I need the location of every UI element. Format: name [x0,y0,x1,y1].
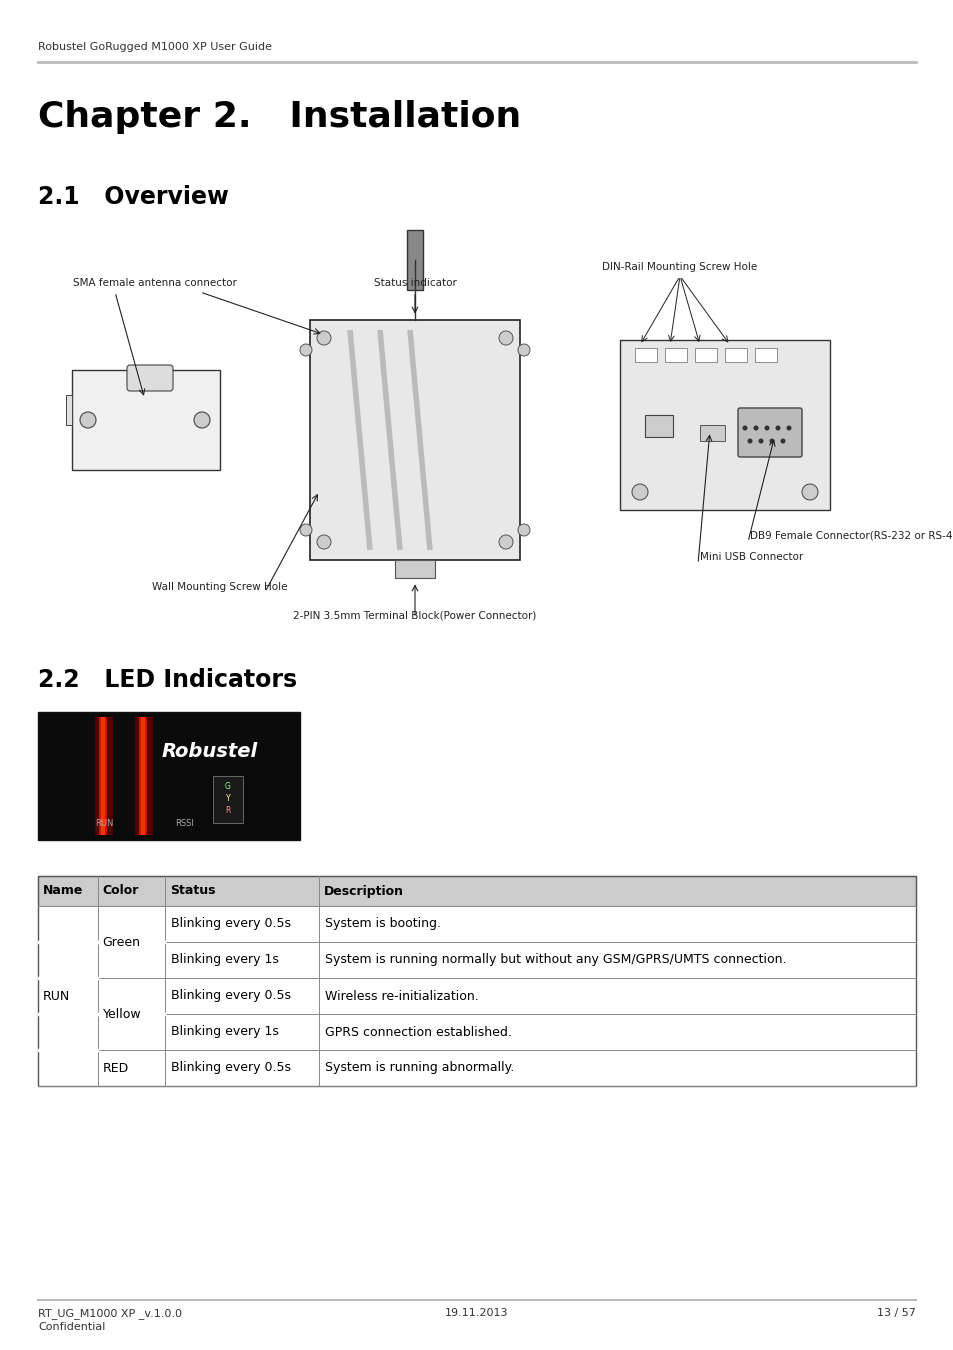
Bar [38,711,299,840]
Text: RSSI: RSSI [175,819,194,828]
Circle shape [775,425,780,431]
Bar [38,1050,915,1085]
Text: Yellow: Yellow [103,1007,141,1021]
Text: DIN-Rail Mounting Screw Hole: DIN-Rail Mounting Screw Hole [601,262,757,271]
Text: System is booting.: System is booting. [325,918,440,930]
Bar [619,340,829,510]
Text: Blinking every 0.5s: Blinking every 0.5s [172,1061,291,1075]
Text: Chapter 2.   Installation: Chapter 2. Installation [38,100,520,134]
Text: Blinking every 1s: Blinking every 1s [172,953,279,967]
Bar [141,717,145,836]
FancyBboxPatch shape [213,776,243,823]
FancyBboxPatch shape [127,364,172,391]
Text: System is running abnormally.: System is running abnormally. [325,1061,514,1075]
Bar [664,348,686,362]
Circle shape [316,331,331,346]
Bar [38,942,915,977]
Circle shape [763,425,769,431]
Bar [101,717,105,836]
Text: 2.2   LED Indicators: 2.2 LED Indicators [38,668,296,693]
Bar [754,348,776,362]
Text: Status indicator: Status indicator [374,278,456,288]
Bar [38,977,915,1014]
FancyBboxPatch shape [738,408,801,458]
Circle shape [758,439,762,444]
Text: Status: Status [171,884,215,898]
Text: Blinking every 1s: Blinking every 1s [172,1026,279,1038]
Circle shape [517,344,530,356]
Bar [71,370,220,470]
Bar [38,906,915,942]
Text: Mini USB Connector: Mini USB Connector [700,552,802,562]
Circle shape [780,439,784,444]
Text: Wall Mounting Screw Hole: Wall Mounting Screw Hole [152,582,288,593]
Circle shape [299,344,312,356]
Bar [695,348,717,362]
Circle shape [631,485,647,500]
Text: System is running normally but without any GSM/GPRS/UMTS connection.: System is running normally but without a… [325,953,785,967]
Text: GPRS connection established.: GPRS connection established. [325,1026,512,1038]
Circle shape [753,425,758,431]
Bar [407,230,422,290]
Text: RT_UG_M1000 XP _v.1.0.0: RT_UG_M1000 XP _v.1.0.0 [38,1308,182,1319]
Bar [66,396,71,425]
Text: Description: Description [324,884,403,898]
Bar [38,876,915,1085]
Text: DB9 Female Connector(RS-232 or RS-485): DB9 Female Connector(RS-232 or RS-485) [749,531,953,540]
Circle shape [80,412,96,428]
Text: Y: Y [226,794,230,803]
Text: Wireless re-initialization.: Wireless re-initialization. [325,990,478,1003]
Text: SMA female antenna connector: SMA female antenna connector [73,278,236,288]
Text: G: G [225,782,231,791]
Bar [139,717,147,836]
Text: Green: Green [103,936,140,949]
Bar [310,320,519,560]
Text: 2.1   Overview: 2.1 Overview [38,185,229,209]
Text: 2-PIN 3.5mm Terminal Block(Power Connector): 2-PIN 3.5mm Terminal Block(Power Connect… [293,610,537,620]
Circle shape [769,439,774,444]
Circle shape [498,331,513,346]
Bar [95,717,112,836]
Text: 13 / 57: 13 / 57 [876,1308,915,1318]
Text: Blinking every 0.5s: Blinking every 0.5s [172,990,291,1003]
Circle shape [299,524,312,536]
Circle shape [747,439,752,444]
Bar [99,717,107,836]
Text: RUN: RUN [43,990,71,1003]
Circle shape [316,535,331,549]
Text: Blinking every 0.5s: Blinking every 0.5s [172,918,291,930]
Text: Confidential: Confidential [38,1322,105,1332]
Circle shape [785,425,791,431]
Text: RED: RED [103,1061,129,1075]
Text: RUN: RUN [94,819,113,828]
Bar [724,348,746,362]
Circle shape [498,535,513,549]
Text: R: R [225,806,231,815]
Circle shape [801,485,817,500]
Text: Color: Color [103,884,139,898]
Text: Name: Name [43,884,83,898]
Text: Robustel: Robustel [162,743,258,761]
Bar [38,1014,915,1050]
Text: Robustel GoRugged M1000 XP User Guide: Robustel GoRugged M1000 XP User Guide [38,42,272,53]
Bar [38,876,915,906]
Circle shape [193,412,210,428]
Bar [135,717,152,836]
Bar [700,425,724,441]
Bar [635,348,657,362]
Bar [395,560,435,578]
Text: 19.11.2013: 19.11.2013 [445,1308,508,1318]
Circle shape [741,425,747,431]
Bar [644,414,672,437]
Circle shape [517,524,530,536]
